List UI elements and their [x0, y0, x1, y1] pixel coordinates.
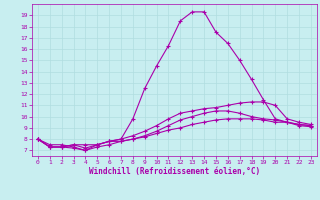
X-axis label: Windchill (Refroidissement éolien,°C): Windchill (Refroidissement éolien,°C)	[89, 167, 260, 176]
